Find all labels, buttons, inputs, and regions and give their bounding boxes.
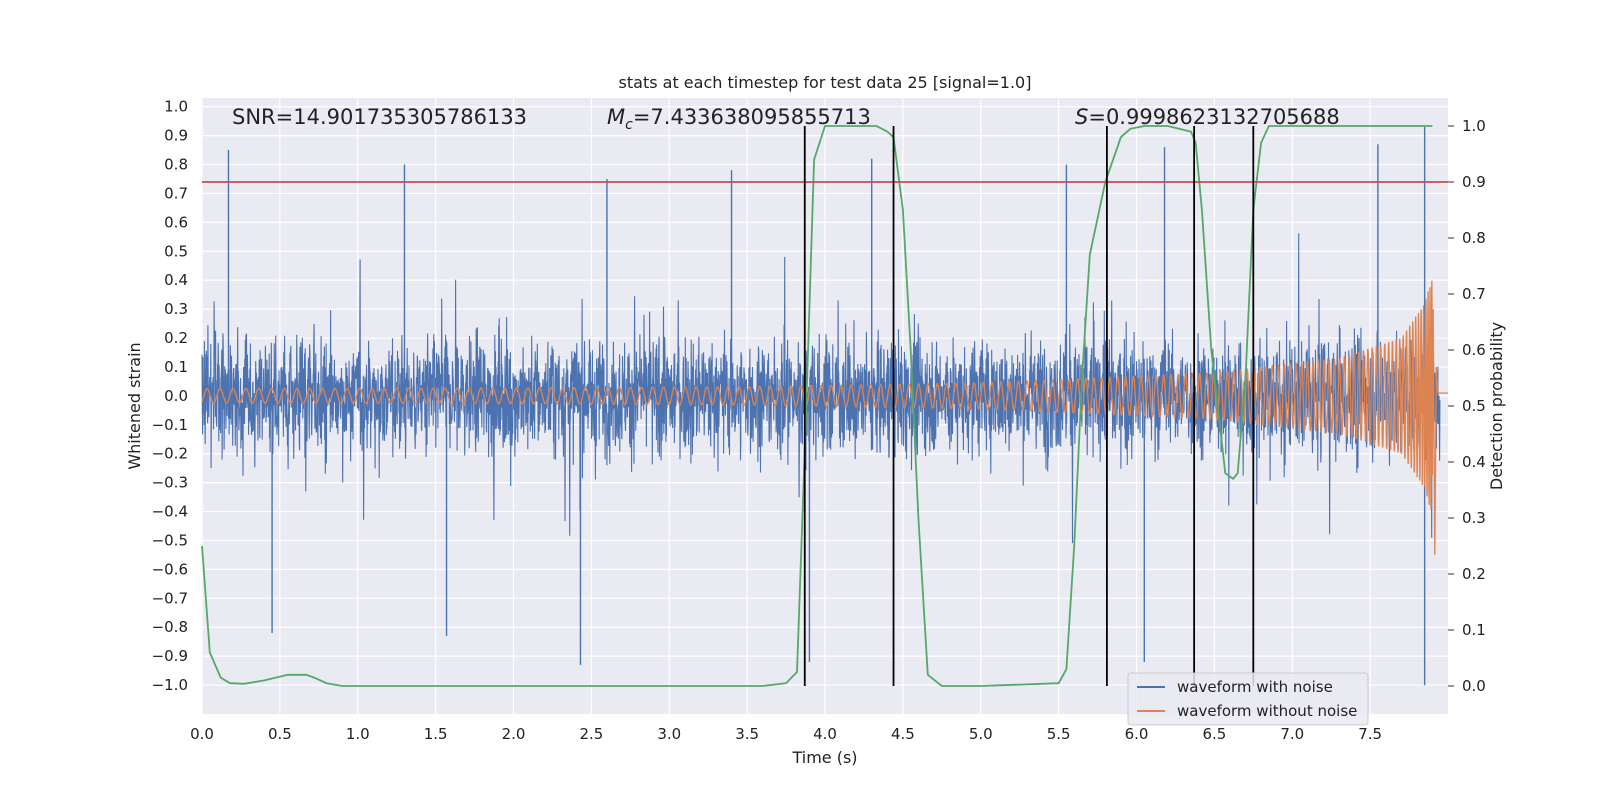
y-tick-label: 0.6 bbox=[164, 213, 188, 231]
y-tick-label: −0.6 bbox=[152, 560, 188, 578]
x-tick-label: 7.0 bbox=[1280, 725, 1304, 743]
legend: waveform with noise waveform without noi… bbox=[1127, 672, 1369, 726]
y2-tick-label: 0.7 bbox=[1462, 285, 1486, 303]
y-tick-label: 0.8 bbox=[164, 156, 188, 174]
x-tick-label: 7.5 bbox=[1358, 725, 1382, 743]
clean-waveform-line bbox=[201, 280, 1448, 555]
y-tick-label: 0.5 bbox=[164, 242, 188, 260]
y-tick-label: 0.2 bbox=[164, 329, 188, 347]
y-tick-label: 0.1 bbox=[164, 358, 188, 376]
y2-tick-label: 1.0 bbox=[1462, 117, 1486, 135]
noisy-waveform-line bbox=[201, 233, 1441, 544]
y-axis-ticks: 1.0 0.9 0.8 0.7 0.6 0.5 0.4 0.3 0.2 0.1 0.0 −0.1 −0.… bbox=[152, 98, 188, 694]
y-tick-label: 0.4 bbox=[164, 271, 188, 289]
x-tick-label: 4.5 bbox=[891, 725, 915, 743]
snr-annotation: SNR=14.901735305786133 bbox=[232, 105, 527, 129]
y-tick-label: 0.9 bbox=[164, 127, 188, 145]
gridlines bbox=[201, 98, 1448, 714]
y2-tick-label: 0.5 bbox=[1462, 397, 1486, 415]
x-tick-label: 2.0 bbox=[502, 725, 526, 743]
x-tick-label: 5.5 bbox=[1047, 725, 1071, 743]
y2-axis-ticks: 1.0 0.9 0.8 0.7 0.6 0.5 0.4 0.3 0.2 0.1 0.0 bbox=[1448, 117, 1486, 695]
x-tick-label: 1.5 bbox=[424, 725, 448, 743]
x-tick-label: 3.0 bbox=[657, 725, 681, 743]
chirp-mass-symbol: M bbox=[607, 105, 625, 129]
x-tick-label: 3.5 bbox=[735, 725, 759, 743]
score-symbol: S bbox=[1075, 105, 1088, 129]
y2-tick-label: 0.6 bbox=[1462, 341, 1486, 359]
y-axis-label: Whitened strain bbox=[125, 342, 144, 469]
y-tick-label: −1.0 bbox=[152, 676, 188, 694]
x-tick-label: 4.0 bbox=[813, 725, 837, 743]
y-tick-label: 1.0 bbox=[164, 98, 188, 116]
y-tick-label: −0.5 bbox=[152, 531, 188, 549]
y-tick-label: 0.7 bbox=[164, 184, 188, 202]
series-detection-probability bbox=[201, 125, 1433, 687]
x-tick-label: 6.5 bbox=[1202, 725, 1226, 743]
legend-label-noise: waveform with noise bbox=[1177, 678, 1333, 696]
x-tick-label: 5.0 bbox=[969, 725, 993, 743]
y2-axis-label: Detection probability bbox=[1487, 322, 1506, 490]
x-tick-label: 2.5 bbox=[579, 725, 603, 743]
y-tick-label: −0.2 bbox=[152, 445, 188, 463]
y-tick-label: −0.7 bbox=[152, 589, 188, 607]
y-tick-label: 0.3 bbox=[164, 300, 188, 318]
x-tick-label: 0.5 bbox=[268, 725, 292, 743]
legend-box bbox=[1127, 672, 1369, 726]
chirp-mass-subscript: c bbox=[625, 117, 633, 133]
series-clean-waveform bbox=[201, 280, 1448, 555]
x-axis-label: Time (s) bbox=[791, 748, 857, 767]
chart-title: stats at each timestep for test data 25 … bbox=[619, 73, 1032, 92]
y2-tick-label: 0.3 bbox=[1462, 509, 1486, 527]
y-tick-label: −0.4 bbox=[152, 503, 188, 521]
series-noisy-waveform bbox=[201, 126, 1441, 686]
y2-tick-label: 0.1 bbox=[1462, 621, 1486, 639]
score-annotation: S=0.9998623132705688 bbox=[1075, 105, 1340, 129]
y-tick-label: −0.9 bbox=[152, 647, 188, 665]
y-tick-label: 0.0 bbox=[164, 387, 188, 405]
y2-tick-label: 0.4 bbox=[1462, 453, 1486, 471]
score-value: =0.9998623132705688 bbox=[1088, 105, 1339, 129]
detection-probability-line bbox=[201, 125, 1433, 687]
y2-tick-label: 0.0 bbox=[1462, 677, 1486, 695]
y2-tick-label: 0.2 bbox=[1462, 565, 1486, 583]
chirp-mass-annotation: Mc=7.433638095855713 bbox=[607, 105, 871, 133]
x-tick-label: 6.0 bbox=[1125, 725, 1149, 743]
y2-tick-label: 0.9 bbox=[1462, 173, 1486, 191]
vertical-markers bbox=[803, 126, 1255, 686]
x-tick-label: 0.0 bbox=[190, 725, 214, 743]
y-tick-label: −0.1 bbox=[152, 416, 188, 434]
y-tick-label: −0.8 bbox=[152, 618, 188, 636]
chirp-mass-value: =7.433638095855713 bbox=[633, 105, 871, 129]
x-axis-ticks: 0.0 0.5 1.0 1.5 2.0 2.5 3.0 3.5 4.0 4.5 5.0 5.5 6.0 6… bbox=[190, 725, 1382, 743]
y-tick-label: −0.3 bbox=[152, 474, 188, 492]
x-tick-label: 1.0 bbox=[346, 725, 370, 743]
y2-tick-label: 0.8 bbox=[1462, 229, 1486, 247]
legend-label-clean: waveform without noise bbox=[1177, 702, 1357, 720]
